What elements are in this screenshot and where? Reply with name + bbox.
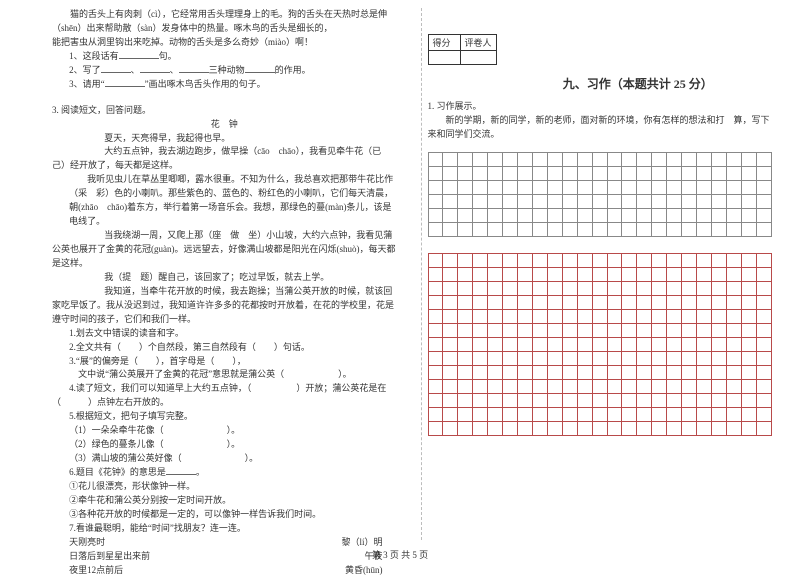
grader-cell[interactable]	[460, 51, 496, 65]
q1-text: 1、这段话有	[69, 51, 119, 61]
t2: 大约五点钟，我去湖边跑步，做早操（cāo chāo），我看见牵牛花（已 己）经开…	[52, 145, 397, 173]
s6: 6.题目《花钟》的意思是。	[52, 466, 397, 480]
q3a: 3、请用“	[69, 79, 105, 89]
q2b: 三种动物	[209, 65, 245, 75]
c3l: 夜里12点前后	[69, 564, 123, 578]
blank[interactable]	[140, 65, 170, 73]
section-title: 九、习作（本题共计 25 分）	[504, 75, 773, 92]
passage-1-line-a: 猫的舌头上有肉刺（cì），它经常用舌头理理身上的毛。狗的舌头在天热时总是伸（sh…	[52, 8, 397, 36]
s4: 4.读了短文，我们可以知道早上大约五点钟，（ ）开放；蒲公英花是在（ ）点钟左右…	[52, 382, 397, 410]
s5-1: （1）一朵朵牵牛花像（ ）。	[52, 424, 397, 438]
s5-3: （3）满山坡的蒲公英好像（ ）。	[52, 452, 397, 466]
t4: 当我绕湖一周，又爬上那（座 做 坐）小山坡，大约六点钟，我看见蒲公英也展开了金黄…	[52, 229, 397, 271]
score-cell[interactable]	[428, 51, 460, 65]
s6a: ①花儿很漂亮，形状像钟一样。	[52, 480, 397, 494]
s6-label: 6.题目《花钟》的意思是	[69, 467, 166, 477]
s2: 2.全文共有（ ）个自然段，第三自然段有（ ）句话。	[52, 341, 397, 355]
score-head-l: 得分	[428, 35, 460, 51]
score-table: 得分 评卷人	[428, 34, 497, 65]
right-column: 得分 评卷人 九、习作（本题共计 25 分） 1. 习作展示。 新的学期，新的同…	[421, 8, 773, 540]
q2c: 的作用。	[275, 65, 311, 75]
s5: 5.根据短文，把句子填写完整。	[52, 410, 397, 424]
t1: 夏天，天亮得早，我起得也早。	[52, 132, 397, 146]
q1-tail: 句。	[159, 51, 177, 61]
blank[interactable]	[105, 79, 145, 87]
passage-title: 花 钟	[52, 118, 397, 132]
blank[interactable]	[101, 65, 131, 73]
blank[interactable]	[166, 467, 196, 475]
s6b: ②牵牛花和蒲公英分别按一定时间开放。	[52, 494, 397, 508]
blank[interactable]	[119, 51, 159, 59]
page-footer: 第 3 页 共 5 页	[0, 548, 800, 561]
s7: 7.看谁最聪明，能给“时间”找朋友？连一连。	[52, 522, 397, 536]
score-head-r: 评卷人	[460, 35, 496, 51]
left-column: 猫的舌头上有肉刺（cì），它经常用舌头理理身上的毛。狗的舌头在天热时总是伸（sh…	[52, 8, 403, 540]
blank[interactable]	[179, 65, 209, 73]
intro-num: 1. 习作展示。	[428, 100, 773, 114]
q2a: 2、写了	[69, 65, 101, 75]
intro-text: 新的学期，新的同学，新的老师，面对新的环境，你有怎样的想法和打 算，写下来和同学…	[428, 114, 773, 142]
match-row-3: 夜里12点前后 黄昏(hūn)	[52, 564, 397, 578]
q3: 3、请用“ ”画出啄木鸟舌头作用的句子。	[52, 78, 397, 92]
q1: 1、这段话有 句。	[52, 50, 397, 64]
s6c: ③各种花开放的时候都是一定的，可以像钟一样告诉我们时间。	[52, 508, 397, 522]
s1: 1.划去文中错误的读音和字。	[52, 327, 397, 341]
t3: 我听见虫儿在草丛里唧唧，露水很重。不知为什么，我总喜欢把那带牛花比作（采 彩）色…	[52, 173, 397, 229]
t5: 我（提 题）醒自己，该回家了；吃过早饭，就去上学。	[52, 271, 397, 285]
s5-2: （2）绿色的蔓条儿像（ ）。	[52, 438, 397, 452]
t6: 我知道，当牵牛花开放的时候，我去跑操；当蒲公英开放的时候，就该回家吃早饭了。我从…	[52, 285, 397, 327]
blank[interactable]	[245, 65, 275, 73]
q2: 2、写了、、三种动物的作用。	[52, 64, 397, 78]
c3r: 黄昏(hūn)	[345, 564, 383, 578]
writing-grid-b[interactable]	[428, 253, 773, 436]
passage-1-line-b: 能把害虫从洞里钩出来吃掉。动物的舌头是多么奇妙（miào）啊！	[52, 36, 397, 50]
s3b: 文中说“蒲公英展开了金黄的花冠”意思就是蒲公英（ ）。	[52, 368, 397, 382]
s3a: 3.“展”的偏旁是（ ），首字母是（ ），	[52, 355, 397, 369]
q3b: ”画出啄木鸟舌头作用的句子。	[145, 79, 266, 89]
writing-grid-a[interactable]	[428, 152, 773, 237]
reading-q: 3. 阅读短文，回答问题。	[52, 104, 397, 118]
